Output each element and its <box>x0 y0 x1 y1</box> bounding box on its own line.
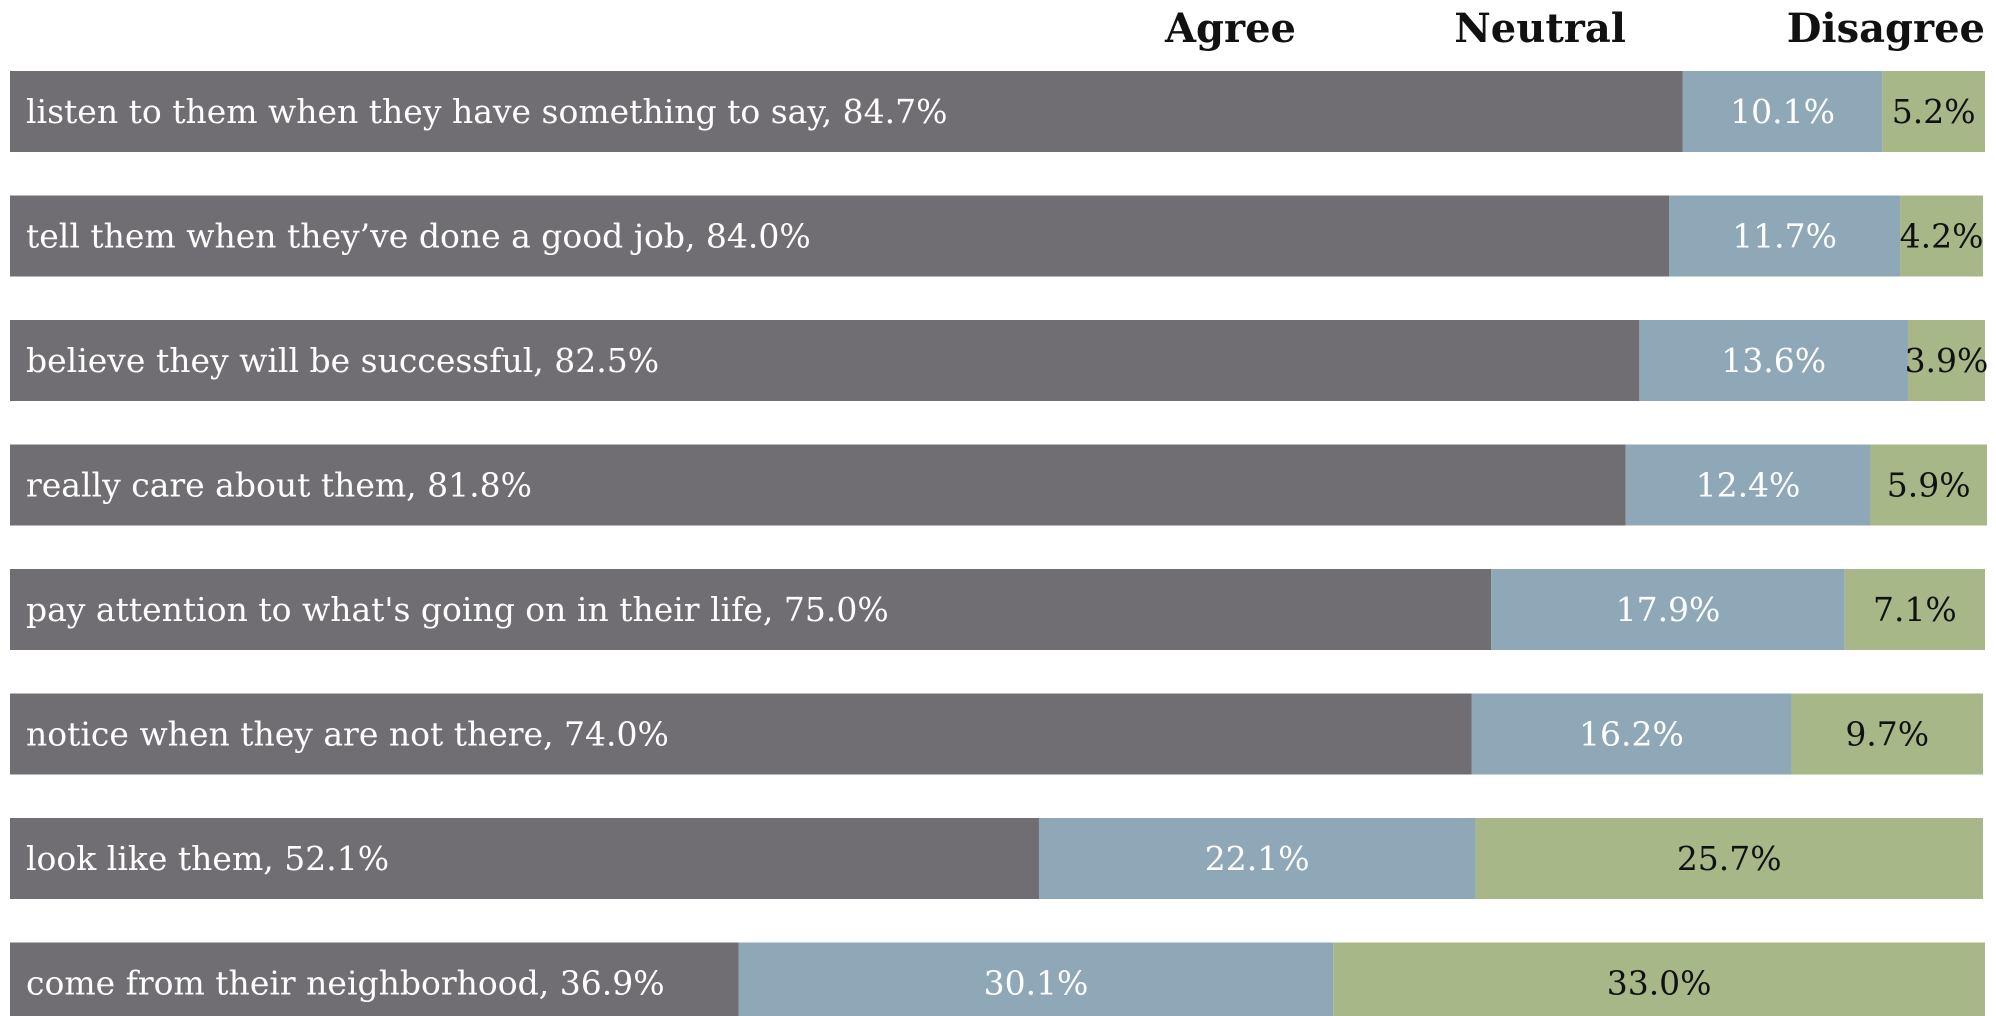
bar-segment-neutral-3 <box>1639 320 1908 401</box>
data-label-disagree-3: 3.9% <box>1905 341 1989 380</box>
bars <box>10 71 1987 1016</box>
data-label-neutral-4: 12.4% <box>1696 466 1801 505</box>
data-label-disagree-7: 25.7% <box>1677 839 1782 878</box>
category-label-3: believe they will be successful, 82.5% <box>26 341 659 380</box>
bar-segment-agree-5 <box>10 569 1492 650</box>
category-label-1: listen to them when they have something … <box>26 92 947 131</box>
bar-segment-agree-3 <box>10 320 1640 401</box>
data-label-neutral-7: 22.1% <box>1205 839 1310 878</box>
legend-label-neutral: Neutral <box>1454 5 1626 52</box>
data-label-disagree-2: 4.2% <box>1900 217 1984 256</box>
bar-segment-disagree-3 <box>1907 320 1985 401</box>
bar-segment-neutral-1 <box>1682 71 1883 152</box>
bar-segment-disagree-6 <box>1791 693 1984 775</box>
bar-segment-neutral-8 <box>738 942 1334 1016</box>
data-label-neutral-2: 11.7% <box>1732 217 1837 256</box>
bar-segment-neutral-2 <box>1669 195 1901 277</box>
data-label-neutral-1: 10.1% <box>1730 92 1835 131</box>
bar-segment-agree-1 <box>10 71 1683 152</box>
bar-segment-neutral-4 <box>1625 444 1871 526</box>
data-label-disagree-4: 5.9% <box>1887 466 1971 505</box>
bar-segment-disagree-5 <box>1844 569 1985 650</box>
legend: Agree Neutral Disagree <box>1164 5 1985 52</box>
legend-label-disagree: Disagree <box>1787 5 1985 52</box>
category-label-2: tell them when they’ve done a good job, … <box>26 217 811 256</box>
bar-segment-disagree-2 <box>1900 195 1984 277</box>
data-label-neutral-6: 16.2% <box>1579 715 1684 754</box>
bar-segment-neutral-5 <box>1491 569 1845 650</box>
data-label-disagree-1: 5.2% <box>1892 92 1976 131</box>
category-label-5: pay attention to what's going on in thei… <box>26 590 889 629</box>
data-label-neutral-3: 13.6% <box>1721 341 1826 380</box>
bar-segment-neutral-7 <box>1038 818 1476 899</box>
category-label-7: look like them, 52.1% <box>26 839 389 878</box>
category-label-8: come from their neighborhood, 36.9% <box>26 964 665 1003</box>
bar-segment-neutral-6 <box>1471 693 1792 775</box>
data-label-neutral-8: 30.1% <box>984 964 1089 1003</box>
bar-segment-agree-8 <box>10 942 739 1016</box>
legend-label-agree: Agree <box>1164 5 1296 52</box>
bar-segment-disagree-7 <box>1475 818 1984 899</box>
bar-segment-disagree-1 <box>1882 71 1985 152</box>
bar-segment-agree-6 <box>10 693 1472 775</box>
bar-segment-agree-4 <box>10 444 1626 526</box>
bar-segment-agree-2 <box>10 195 1669 277</box>
bar-segment-disagree-8 <box>1333 942 1985 1016</box>
bar-labels: listen to them when they have something … <box>26 92 1988 1003</box>
data-label-neutral-5: 17.9% <box>1616 590 1721 629</box>
data-label-disagree-6: 9.7% <box>1845 715 1929 754</box>
data-label-disagree-5: 7.1% <box>1873 590 1957 629</box>
data-label-disagree-8: 33.0% <box>1607 964 1712 1003</box>
category-label-6: notice when they are not there, 74.0% <box>26 715 669 754</box>
bar-segment-agree-7 <box>10 818 1039 899</box>
category-label-4: really care about them, 81.8% <box>26 466 532 505</box>
bar-segment-disagree-4 <box>1870 444 1987 526</box>
